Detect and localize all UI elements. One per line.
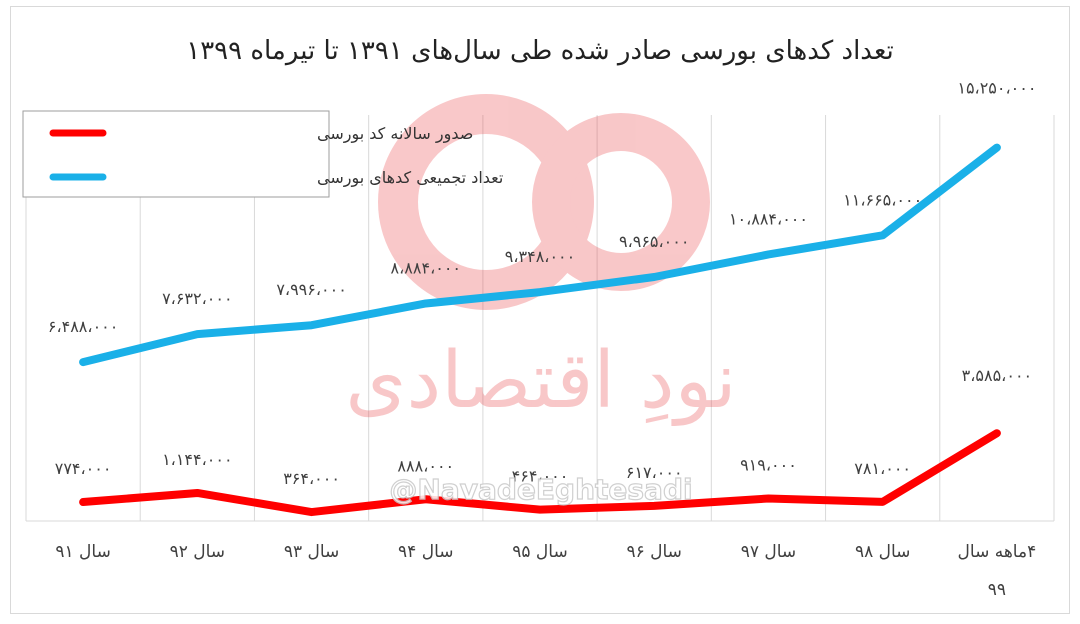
data-point (653, 504, 656, 507)
data-point (310, 511, 313, 514)
x-tick-label: سال ۹۷ (741, 542, 796, 562)
chart-frame: تعداد کدهای بورسی صادر شده طی سال‌های ۱۳… (10, 6, 1070, 614)
data-label: ۴۶۴،۰۰۰ (512, 467, 569, 486)
data-point (310, 324, 313, 327)
data-label: ۹،۹۶۵،۰۰۰ (619, 232, 689, 251)
x-tick-label: سال ۹۳ (284, 542, 339, 562)
data-label: ۶۱۷،۰۰۰ (626, 463, 683, 482)
x-tick-label: سال ۹۵ (512, 542, 567, 562)
x-tick-label: سال ۹۱ (55, 542, 110, 562)
data-point (539, 508, 541, 511)
watermark-ring-left (378, 94, 594, 310)
data-point (539, 291, 541, 294)
data-point (653, 275, 656, 278)
data-point (767, 253, 770, 256)
data-label: ۳۶۴،۰۰۰ (283, 469, 340, 488)
x-tick-label: سال ۹۸ (855, 542, 910, 562)
data-point (196, 491, 199, 494)
data-point (995, 146, 998, 149)
data-point (424, 302, 427, 305)
data-point (881, 234, 884, 237)
data-label: ۷،۶۳۲،۰۰۰ (162, 289, 232, 308)
x-tick-label: سال ۹۲ (170, 542, 225, 562)
watermark-text: نودِ اقتصادی (345, 336, 736, 427)
data-label: ۷،۹۹۶،۰۰۰ (276, 280, 346, 299)
legend-box (22, 110, 330, 198)
watermark-logo: نودِ اقتصادی (345, 94, 737, 427)
x-tick-label-line2: ۹۹ (988, 580, 1006, 600)
data-point (82, 501, 85, 504)
data-label: ۳،۵۸۵،۰۰۰ (962, 366, 1032, 385)
data-point (995, 432, 998, 435)
watermark-handle: @NavadeEghtesadi (389, 473, 692, 506)
data-label: ۱۵،۲۵۰،۰۰۰ (957, 79, 1036, 98)
data-label: ۱۰،۸۸۴،۰۰۰ (729, 209, 808, 228)
x-axis-ticks: سال ۹۱ سال ۹۲ سال ۹۳ سال ۹۴ سال ۹۵ سال ۹۶ سال … (55, 542, 1036, 600)
data-point (881, 500, 884, 503)
data-label: ۹،۳۴۸،۰۰۰ (505, 247, 575, 266)
data-label: ۸،۸۸۴،۰۰۰ (391, 258, 461, 277)
data-labels: ۷۷۴،۰۰۰ ۱،۱۴۴،۰۰۰ ۳۶۴،۰۰۰ ۸۸۸،۰۰۰ ۴۶۴،۰۰۰ ۶۱۷… (48, 79, 1036, 489)
data-label: ۹۱۹،۰۰۰ (740, 455, 797, 474)
data-point (82, 361, 85, 364)
watermark-ring-right (532, 113, 710, 291)
data-label: ۸۸۸،۰۰۰ (397, 456, 454, 475)
legend: صدور سالانه کد بورسی تعداد تجمیعی کدهای … (22, 110, 503, 198)
data-label: ۶،۴۸۸،۰۰۰ (48, 317, 118, 336)
legend-label-annual: صدور سالانه کد بورسی (317, 124, 473, 144)
data-point (424, 498, 427, 501)
series-lines (79, 143, 1001, 517)
x-tick-label: سال ۹۴ (398, 542, 453, 562)
data-point (196, 333, 199, 336)
legend-label-cumulative: تعداد تجمیعی کدهای بورسی (317, 168, 503, 188)
data-label: ۱۱،۶۶۵،۰۰۰ (843, 190, 922, 209)
x-tick-label: سال ۹۶ (626, 542, 681, 562)
x-tick-label: ۴ماهه سال (958, 542, 1037, 562)
data-label: ۷۷۴،۰۰۰ (55, 459, 112, 478)
data-point (767, 497, 770, 500)
chart-title: تعداد کدهای بورسی صادر شده طی سال‌های ۱۳… (186, 36, 893, 66)
chart: تعداد کدهای بورسی صادر شده طی سال‌های ۱۳… (22, 36, 1055, 600)
data-label: ۷۸۱،۰۰۰ (854, 459, 911, 478)
data-label: ۱،۱۴۴،۰۰۰ (162, 450, 232, 469)
